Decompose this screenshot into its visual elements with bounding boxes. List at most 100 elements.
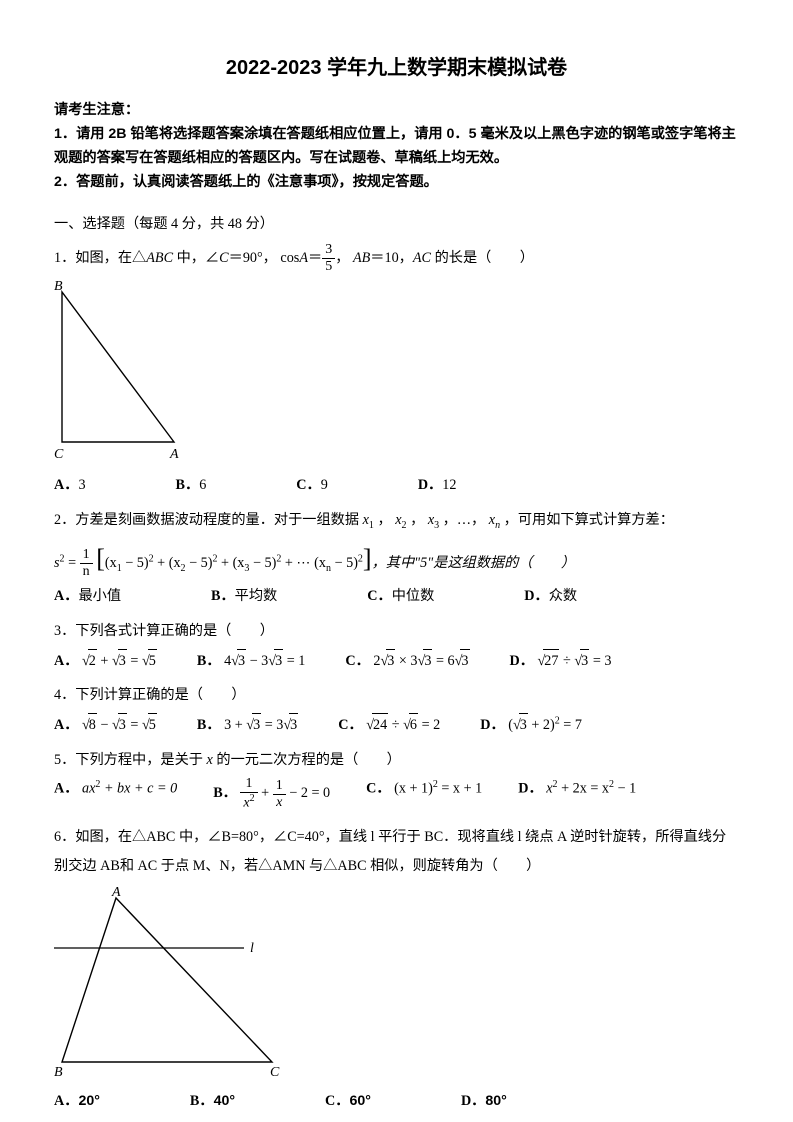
q4d2: + 2) xyxy=(528,717,555,733)
q2-opt-b: B．平均数 xyxy=(211,585,277,608)
q5-options: A． ax2 + bx + c = 0 B． 1x2 + 1x − 2 = 0 … xyxy=(54,777,739,811)
q1-opt-a-val: 3 xyxy=(78,477,85,493)
q3c3: 3 xyxy=(460,649,469,673)
q3d2: 3 xyxy=(580,649,589,673)
q5c1: (x + 1) xyxy=(394,781,433,797)
fig2-l: l xyxy=(250,941,254,956)
q5b2n: 1 xyxy=(273,779,286,795)
q2-opt-c: C．中位数 xyxy=(367,585,434,608)
q2-stem-c: ，其中"5"是这组数据的（ ） xyxy=(372,555,575,571)
q1-stem-c: ＝90°， cos xyxy=(229,250,300,266)
q1-C: C xyxy=(219,250,228,266)
q2-plus1: + xyxy=(154,555,169,571)
q3c2: 3 xyxy=(423,649,432,673)
notice-header: 请考生注意： xyxy=(54,98,739,122)
q2-fden: n xyxy=(80,564,93,579)
q4a1: 8 xyxy=(88,713,97,737)
q1-opt-d-val: 12 xyxy=(442,477,456,493)
q1-stem-f: ＝10， xyxy=(370,250,413,266)
q1-opt-a: A．3 xyxy=(54,474,86,497)
notice-line-1: 1．请用 2B 铅笔将选择题答案涂填在答题纸相应位置上，请用 0．5 毫米及以上… xyxy=(54,122,739,170)
q3a2: 3 xyxy=(118,649,127,673)
q1-stem-g: 的长是（ ） xyxy=(431,250,534,266)
q6-opt-a-val: 20° xyxy=(78,1093,99,1109)
q6-opt-d: D．80° xyxy=(461,1090,507,1113)
q4a2: 3 xyxy=(118,713,127,737)
q5-stem-b: 的一元二次方程的是（ ） xyxy=(213,752,401,768)
q1-stem-e: ， xyxy=(335,250,353,266)
q6-opt-b: B．40° xyxy=(190,1090,235,1113)
q5-opt-b: B． 1x2 + 1x − 2 = 0 xyxy=(213,777,330,811)
fig2-A: A xyxy=(111,886,121,900)
q2-opt-d: D．众数 xyxy=(524,585,577,608)
q2-brl: [ xyxy=(96,544,105,573)
q5-opt-c: C． (x + 1)2 = x + 1 xyxy=(366,777,482,811)
page-title: 2022-2023 学年九上数学期末模拟试卷 xyxy=(54,52,739,84)
q2-eq: = xyxy=(65,555,80,571)
q3-opt-b: B． 43 − 33 = 1 xyxy=(197,649,305,673)
q1-frac-den: 5 xyxy=(322,259,335,274)
q1-opt-c-val: 9 xyxy=(321,477,328,493)
q5b2d: x xyxy=(273,795,286,810)
q1-opt-c: C．9 xyxy=(296,474,328,497)
q2-subn: n xyxy=(495,520,500,531)
question-3: 3．下列各式计算正确的是（ ） xyxy=(54,620,739,643)
fig1-B: B xyxy=(54,280,63,294)
q2-t5: (x xyxy=(233,555,245,571)
q3b3: = 1 xyxy=(283,653,305,669)
q2-sub1: 1 xyxy=(369,520,374,531)
q3a3: 5 xyxy=(148,649,157,673)
q4-opt-b: B． 3 + 3 = 33 xyxy=(197,713,298,737)
figure-2: A B C l xyxy=(54,886,739,1084)
q2-c2: ， xyxy=(410,512,424,528)
q2-t2: − 5) xyxy=(122,555,149,571)
q1-opt-b: B．6 xyxy=(176,474,207,497)
q2-cdots: + ⋯ xyxy=(281,555,314,571)
q6-opt-b-val: 40° xyxy=(214,1093,235,1109)
q1-opt-b-val: 6 xyxy=(199,477,206,493)
section-1-header: 一、选择题（每题 4 分，共 48 分） xyxy=(54,213,739,236)
q5-opt-d: D． x2 + 2x = x2 − 1 xyxy=(518,777,636,811)
q3-opt-a: A． 2 + 3 = 5 xyxy=(54,649,157,673)
q4d1: 3 xyxy=(519,713,528,737)
q2-opt-d-val: 众数 xyxy=(549,588,577,604)
q4c1: 24 xyxy=(372,713,388,737)
q2-t4: − 5) xyxy=(186,555,213,571)
q1-frac: 35 xyxy=(322,243,335,274)
fig2-B: B xyxy=(54,1065,63,1076)
q1-AC: AC xyxy=(413,250,431,266)
q4b1: 3 xyxy=(252,713,261,737)
q2-dots: ，…， xyxy=(443,512,486,528)
q2-opt-a: A．最小值 xyxy=(54,585,121,608)
q4b2: 3 xyxy=(289,713,298,737)
q3d1: 27 xyxy=(543,649,559,673)
figure-1: B C A xyxy=(54,280,739,468)
q5a3: + bx + c = 0 xyxy=(100,781,177,797)
q2-t6: − 5) xyxy=(249,555,276,571)
q2-stem-b: ，可用如下算式计算方差： xyxy=(504,512,674,528)
q2-c1: ， xyxy=(377,512,391,528)
q5b-f2: 1x xyxy=(273,779,286,810)
q5d5: − 1 xyxy=(614,781,636,797)
q5bend: − 2 = 0 xyxy=(286,786,330,802)
question-2: 2．方差是刻画数据波动程度的量．对于一组数据 x1 ， x2 ， x3 ，…， … xyxy=(54,509,739,534)
q2-plus2: + xyxy=(217,555,232,571)
q1-stem-a: 1．如图，在△ xyxy=(54,250,146,266)
triangle-bca-svg: B C A xyxy=(54,280,186,460)
fig1-A: A xyxy=(169,447,179,460)
q2-fnum: 1 xyxy=(80,548,93,564)
triangle-abc-l-svg: A B C l xyxy=(54,886,294,1076)
q1-frac-num: 3 xyxy=(322,243,335,259)
q2-sub3: 3 xyxy=(434,520,439,531)
q5-stem-a: 5．下列方程中，是关于 xyxy=(54,752,207,768)
q3-opt-c: C． 23 × 33 = 63 xyxy=(345,649,469,673)
question-6: 6．如图，在△ABC 中，∠B=80°，∠C=40°，直线 l 平行于 BC．现… xyxy=(54,823,739,880)
q2-t1: (x xyxy=(105,555,117,571)
q3b2: 3 xyxy=(274,649,283,673)
q4a3: 5 xyxy=(148,713,157,737)
q6-opt-d-val: 80° xyxy=(485,1093,506,1109)
q6-opt-a: A．20° xyxy=(54,1090,100,1113)
q5-opt-a: A． ax2 + bx + c = 0 xyxy=(54,777,177,811)
q1-abc: ABC xyxy=(146,250,173,266)
q1-stem-b: 中，∠ xyxy=(173,250,219,266)
